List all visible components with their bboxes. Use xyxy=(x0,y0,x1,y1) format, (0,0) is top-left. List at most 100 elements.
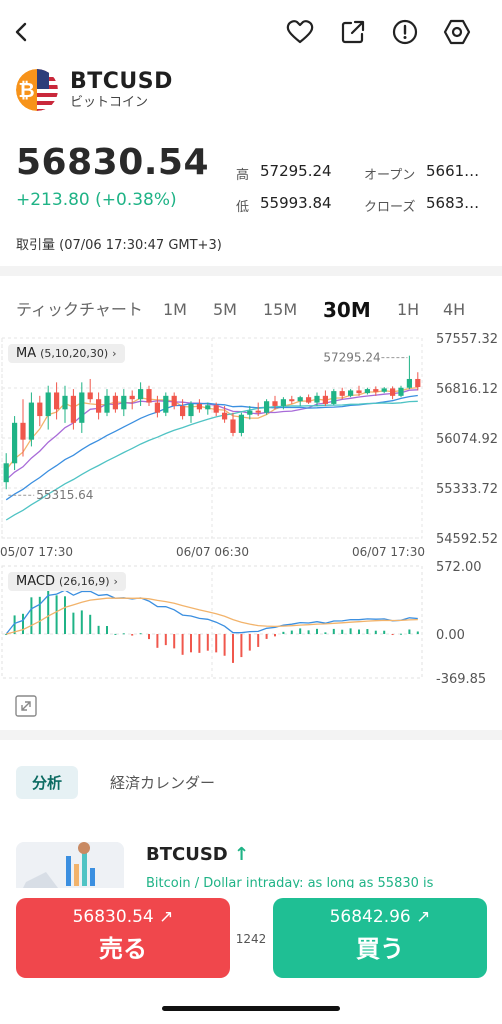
section-divider xyxy=(0,266,502,276)
candle xyxy=(415,378,421,388)
news-title: BTCUSD ↑ xyxy=(146,844,249,865)
share-icon[interactable] xyxy=(337,16,369,48)
macd-bar xyxy=(324,632,327,635)
macd-bar xyxy=(232,634,234,663)
price-chart[interactable]: 57557.32 56816.12 56074.92 55333.72 54592.52… xyxy=(0,330,502,717)
macd-bar xyxy=(358,629,360,635)
macd-indicator-name: MACD xyxy=(16,574,55,589)
low-label: 低 xyxy=(236,200,250,215)
y-tick-label: 56074.92 xyxy=(436,432,498,447)
volume-info: 取引量 (07/06 17:30:47 GMT+3) xyxy=(16,238,222,253)
trend-up-icon: ↗ xyxy=(159,907,174,927)
ma-indicator-pill[interactable]: MA (5,10,20,30) › xyxy=(8,344,125,363)
ma20-line xyxy=(5,394,418,501)
macd-bar xyxy=(341,629,344,635)
candle xyxy=(3,463,9,483)
candle xyxy=(381,388,387,392)
macd-bar xyxy=(391,634,394,636)
ma30-line xyxy=(5,400,418,521)
candle xyxy=(137,389,144,400)
candle xyxy=(53,392,60,410)
tab-1h[interactable]: 1H xyxy=(397,300,420,319)
candle xyxy=(347,390,354,396)
candle xyxy=(37,402,43,417)
tab-tick-chart[interactable]: ティックチャート xyxy=(16,300,143,319)
candle xyxy=(339,391,345,396)
candle xyxy=(70,395,77,423)
tab-4h[interactable]: 4H xyxy=(443,300,466,319)
candle xyxy=(373,389,379,392)
candle xyxy=(205,405,211,410)
macd-bar xyxy=(400,633,402,635)
macd-bar xyxy=(97,625,100,635)
candle xyxy=(221,412,228,420)
y-tick-label: 55333.72 xyxy=(436,482,498,497)
candle xyxy=(62,395,68,410)
sell-button[interactable]: 56830.54 ↗ 売る xyxy=(16,898,230,978)
settings-icon[interactable] xyxy=(441,16,473,48)
buy-price: 56842.96 xyxy=(329,907,411,927)
candle xyxy=(154,402,161,413)
candle xyxy=(45,392,51,417)
macd-bar xyxy=(290,630,293,635)
ma-indicator-name: MA xyxy=(16,346,37,361)
low-value: 55993.84 xyxy=(260,194,332,212)
macd-bar xyxy=(122,633,125,635)
macd-bar xyxy=(114,633,117,635)
macd-bar xyxy=(181,634,184,655)
svg-text:₿: ₿ xyxy=(18,78,34,102)
macd-bar xyxy=(131,634,134,636)
candle xyxy=(364,389,371,394)
macd-line xyxy=(5,589,418,635)
open-label: オープン xyxy=(364,168,416,183)
macd-bar xyxy=(190,634,192,653)
candle xyxy=(112,395,119,410)
close-value: 5683… xyxy=(426,194,480,212)
high-label: 高 xyxy=(236,168,250,183)
candle xyxy=(28,402,35,440)
tab-analysis[interactable]: 分析 xyxy=(16,765,79,799)
macd-indicator-pill[interactable]: MACD (26,16,9) › xyxy=(8,572,126,591)
heart-icon[interactable] xyxy=(284,16,316,48)
analysis-tabs: 分析 経済カレンダー xyxy=(16,765,216,799)
macd-bar xyxy=(223,634,226,656)
macd-bar xyxy=(80,610,83,635)
close-label: クローズ xyxy=(364,200,416,215)
candle xyxy=(95,399,102,413)
macd-bar xyxy=(215,634,218,653)
macd-bar xyxy=(139,633,142,635)
macd-bar xyxy=(198,634,201,653)
price-change: +213.80 (+0.38%) xyxy=(16,190,177,210)
y-tick-label: 57557.32 xyxy=(436,332,498,347)
tab-1m[interactable]: 1M xyxy=(163,300,187,319)
symbol-name: BTCUSD xyxy=(70,69,173,94)
candle xyxy=(11,422,18,464)
macd-bar xyxy=(240,634,243,658)
signal-line xyxy=(6,597,418,635)
candle xyxy=(230,419,236,433)
macd-indicator-params: (26,16,9) xyxy=(58,575,110,588)
y-tick-label: 56816.12 xyxy=(436,382,498,397)
x-tick-label: 06/07 17:30 xyxy=(352,545,425,559)
tab-economic-calendar[interactable]: 経済カレンダー xyxy=(110,773,216,792)
candle xyxy=(247,410,253,415)
macd-bar xyxy=(106,626,108,635)
expand-icon[interactable] xyxy=(14,694,38,718)
trade-bar: 56830.54 ↗ 売る 1242 56842.96 ↗ 買う xyxy=(0,888,502,1024)
macd-bar xyxy=(38,596,41,635)
candle xyxy=(356,390,362,394)
macd-tick-label: 0.00 xyxy=(436,628,465,643)
back-icon[interactable] xyxy=(6,16,38,48)
macd-bar xyxy=(282,631,285,635)
sell-label: 売る xyxy=(99,935,147,963)
buy-button[interactable]: 56842.96 ↗ 買う xyxy=(273,898,487,978)
tab-5m[interactable]: 5M xyxy=(213,300,237,319)
candlestick-chart[interactable]: 57557.32 56816.12 56074.92 55333.72 54592.52… xyxy=(0,330,502,700)
tab-30m[interactable]: 30M xyxy=(323,298,371,322)
current-price: 56830.54 xyxy=(16,142,210,183)
candle xyxy=(280,399,287,406)
macd-bar xyxy=(316,628,318,635)
alert-icon[interactable] xyxy=(389,16,421,48)
macd-bar xyxy=(148,634,150,640)
tab-15m[interactable]: 15M xyxy=(263,300,298,319)
